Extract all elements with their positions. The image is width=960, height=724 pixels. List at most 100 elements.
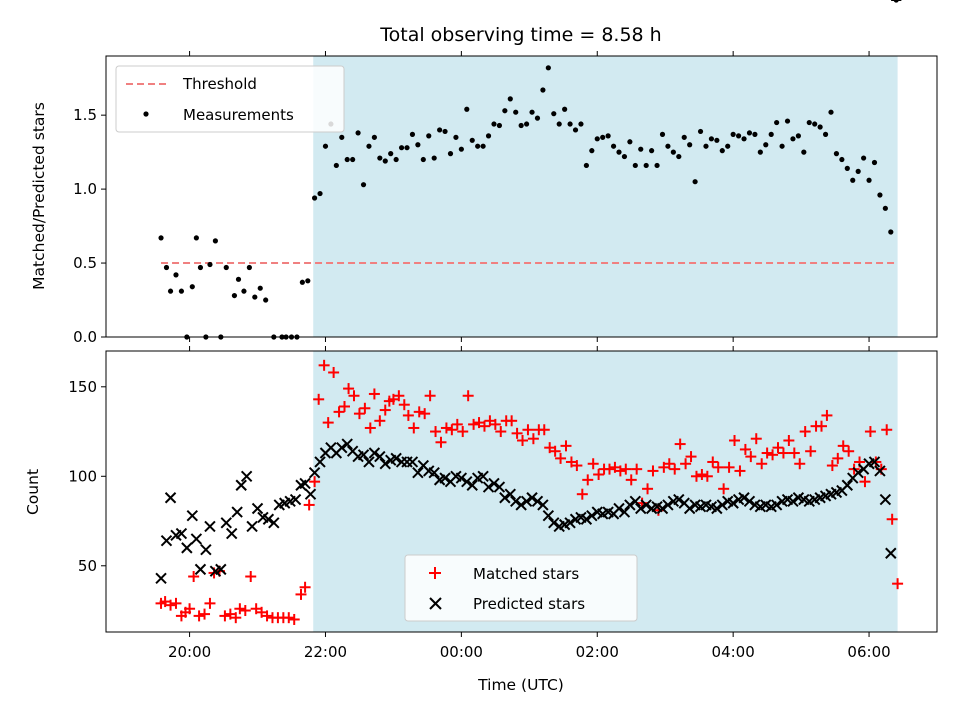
matched-star-point: [288, 613, 300, 625]
measurement-point: [572, 127, 579, 133]
measurement-point: [540, 87, 546, 93]
matched-star-point: [690, 470, 702, 482]
matched-star-point: [193, 610, 205, 622]
matched-star-point: [234, 603, 246, 615]
x-axis-label: Time (UTC): [477, 676, 564, 694]
observing-window-shade-top: [313, 56, 898, 337]
predicted-star-point: [711, 502, 723, 515]
measurement-point: [377, 155, 383, 161]
matched-star-point: [313, 393, 325, 405]
matched-star-point: [239, 605, 251, 617]
predicted-star-point: [526, 492, 538, 504]
matched-star-point: [348, 390, 360, 402]
measurement-point: [871, 159, 878, 166]
measurement-point: [735, 133, 742, 139]
measurement-point: [496, 122, 503, 129]
predicted-star-point: [488, 477, 500, 490]
matched-star-point: [446, 424, 458, 436]
measurement-point: [333, 162, 339, 169]
matched-star-point: [625, 474, 637, 486]
measurement-point: [252, 294, 258, 300]
predicted-star-point: [314, 456, 326, 468]
measurement-point: [257, 285, 263, 291]
measurement-point: [703, 143, 709, 149]
measurement-point: [426, 133, 432, 139]
matched-star-point: [495, 426, 507, 438]
matched-star-point: [881, 424, 893, 436]
measurement-point: [398, 145, 405, 151]
measurement-point: [453, 134, 459, 140]
matched-star-point: [614, 465, 626, 477]
matched-star-point: [353, 408, 365, 420]
predicted-star-point: [635, 502, 647, 515]
predicted-legend-label: Predicted stars: [473, 595, 585, 613]
predicted-star-point: [186, 509, 199, 522]
measurement-point: [594, 136, 600, 142]
count-legend-box: [404, 554, 638, 622]
measurement-point: [305, 278, 311, 284]
predicted-star-point: [220, 517, 232, 529]
matched-star-point: [303, 499, 315, 511]
measurement-point: [339, 134, 345, 140]
measurement-point: [866, 177, 872, 183]
predicted-star-point: [683, 502, 696, 515]
ratio-legend: Threshold Measurements: [115, 65, 345, 133]
predicted-star-point: [841, 479, 854, 491]
measurement-point: [833, 151, 840, 157]
measurement-point: [193, 235, 199, 241]
matched-star-point: [734, 465, 746, 477]
measurement-point: [822, 131, 829, 137]
measurement-point: [779, 143, 785, 149]
predicted-star-point: [246, 520, 258, 533]
predicted-star-point: [787, 495, 799, 508]
measurement-point: [681, 134, 687, 140]
measurement-point: [513, 109, 519, 115]
chart-title: Total observing time = 8.58 h: [379, 24, 661, 46]
matched-star-point: [424, 390, 436, 402]
measurement-point: [610, 143, 617, 149]
predicted-star-point: [504, 488, 516, 500]
predicted-star-point: [341, 438, 353, 450]
matched-star-point: [603, 463, 615, 475]
matched-star-point: [478, 420, 490, 432]
measurement-point: [714, 137, 720, 143]
measurement-point: [741, 136, 747, 142]
matched-star-point: [761, 447, 773, 459]
measurement-point: [415, 142, 421, 148]
predicted-star-point: [299, 477, 311, 490]
measurement-point: [299, 279, 305, 285]
predicted-star-point: [618, 506, 631, 518]
matched-star-point: [696, 468, 708, 480]
measurement-point: [774, 119, 780, 126]
measurement-point: [458, 146, 464, 152]
matched-star-points: [155, 359, 904, 625]
measurement-point: [763, 142, 769, 148]
measurements-legend-label: Measurements: [183, 106, 294, 124]
predicted-star-point: [738, 492, 750, 504]
matched-star-point: [815, 420, 827, 432]
matched-star-point: [669, 463, 681, 475]
measurement-point: [350, 156, 356, 163]
matched-star-point: [379, 404, 391, 416]
predicted-star-point: [564, 517, 576, 529]
measurement-point: [638, 146, 644, 152]
ratio-legend-box: [115, 65, 345, 133]
measurement-point: [212, 238, 218, 244]
measurement-point: [167, 288, 174, 294]
predicted-star-point: [548, 517, 560, 529]
matched-star-point: [318, 359, 330, 371]
matched-star-point: [707, 456, 719, 468]
measurement-point: [409, 131, 416, 137]
predicted-star-point: [629, 495, 642, 508]
matched-star-point: [328, 366, 340, 378]
predicted-star-point: [624, 499, 636, 511]
y-tick-label: 1.0: [73, 180, 97, 198]
matched-star-point: [739, 443, 751, 455]
measurement-point: [355, 130, 361, 136]
matched-star-point: [826, 460, 838, 472]
measurement-point: [491, 121, 497, 127]
measurement-point: [393, 156, 399, 163]
matched-star-point: [555, 452, 567, 464]
predicted-star-point: [586, 509, 598, 522]
predicted-star-point: [537, 499, 549, 511]
